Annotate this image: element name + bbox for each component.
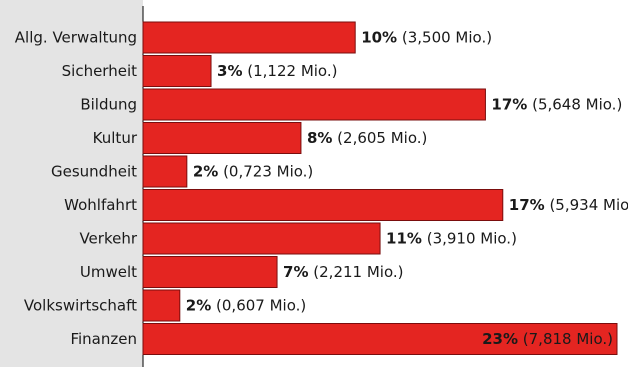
percent-label: 8%: [307, 129, 332, 147]
bar: [142, 155, 188, 188]
percent-label: 17%: [509, 196, 545, 214]
data-label: 3% (1,122 Mio.): [217, 62, 337, 80]
bar: [142, 21, 356, 54]
amount-label: (1,122 Mio.): [242, 62, 337, 80]
bar: [142, 256, 278, 288]
bar: [142, 289, 181, 322]
category-label: Allg. Verwaltung: [15, 29, 137, 47]
percent-label: 17%: [491, 96, 527, 114]
category-label: Wohlfahrt: [64, 196, 137, 214]
amount-label: (3,910 Mio.): [422, 230, 517, 248]
category-label: Verkehr: [79, 230, 137, 248]
category-label: Gesundheit: [51, 163, 137, 181]
amount-label: (7,818 Mio.): [518, 330, 613, 348]
category-label: Sicherheit: [62, 62, 137, 80]
data-label: 10% (3,500 Mio.): [361, 29, 492, 47]
percent-label: 23%: [482, 330, 518, 348]
amount-label: (5,934 Mio.): [545, 196, 628, 214]
bar: [142, 189, 504, 221]
amount-label: (2,211 Mio.): [309, 263, 404, 281]
data-label: 8% (2,605 Mio.): [307, 129, 427, 147]
amount-label: (0,607 Mio.): [211, 297, 306, 315]
percent-label: 10%: [361, 29, 397, 47]
data-label: 2% (0,607 Mio.): [186, 297, 306, 315]
category-label: Finanzen: [70, 330, 137, 348]
category-label: Umwelt: [80, 263, 137, 281]
percent-label: 11%: [386, 230, 422, 248]
bar: [142, 122, 302, 154]
plot-area: [143, 0, 628, 367]
amount-label: (0,723 Mio.): [218, 163, 313, 181]
percent-label: 3%: [217, 62, 242, 80]
percent-label: 2%: [193, 163, 218, 181]
data-label: 11% (3,910 Mio.): [386, 230, 517, 248]
category-label: Bildung: [80, 96, 137, 114]
data-label: 7% (2,211 Mio.): [283, 263, 403, 281]
amount-label: (5,648 Mio.): [527, 96, 622, 114]
data-label: 17% (5,648 Mio.): [491, 96, 622, 114]
percent-label: 7%: [283, 263, 308, 281]
bar: [142, 222, 381, 255]
data-label: 17% (5,934 Mio.): [509, 196, 628, 214]
bar: [142, 323, 618, 355]
bar: [142, 55, 212, 87]
amount-label: (2,605 Mio.): [332, 129, 427, 147]
bar: [142, 88, 486, 121]
data-label: 2% (0,723 Mio.): [193, 163, 313, 181]
percent-label: 2%: [186, 297, 211, 315]
amount-label: (3,500 Mio.): [397, 29, 492, 47]
category-label: Kultur: [93, 129, 138, 147]
data-label: 23% (7,818 Mio.): [482, 330, 613, 348]
category-label: Volkswirtschaft: [24, 297, 137, 315]
